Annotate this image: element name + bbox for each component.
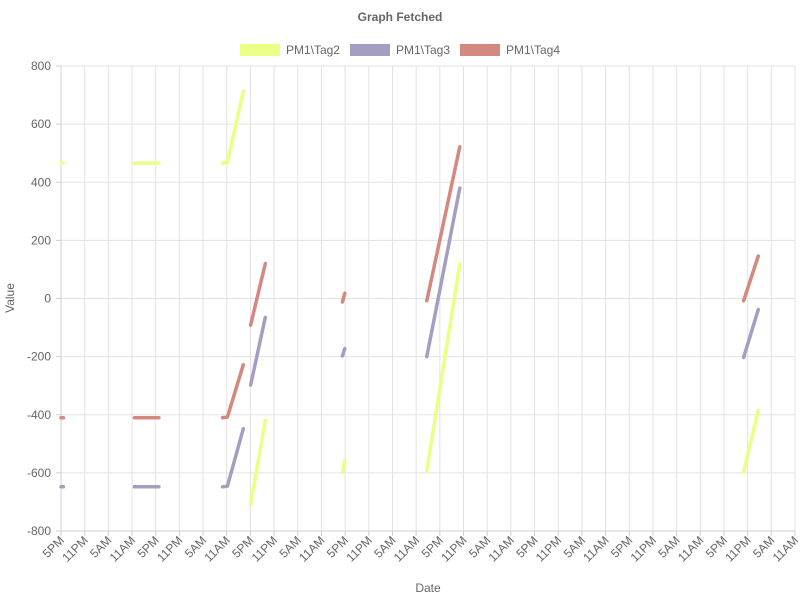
x-tick-label-5: 11PM bbox=[154, 533, 185, 564]
y-tick-label-8: -800 bbox=[27, 524, 51, 538]
series-1-segment-2 bbox=[220, 426, 246, 489]
series-0-segment-6 bbox=[741, 408, 761, 474]
x-axis-ticks: 5PM11PM5AM11AM5PM11PM5AM11AM5PM11PM5AM11… bbox=[40, 531, 800, 565]
legend-item-2[interactable]: PM1\Tag4 bbox=[460, 43, 560, 57]
x-tick-label-13: 11PM bbox=[343, 533, 374, 564]
series-lines bbox=[59, 89, 761, 507]
series-1-segment-4 bbox=[340, 346, 347, 358]
x-tick-label-25: 11PM bbox=[628, 533, 659, 564]
legend-label-2: PM1\Tag4 bbox=[506, 43, 560, 57]
legend-item-0[interactable]: PM1\Tag2 bbox=[239, 43, 340, 57]
legend-label-0: PM1\Tag2 bbox=[286, 43, 340, 57]
x-tick-label-9: 11PM bbox=[249, 533, 280, 564]
y-tick-label-0: 800 bbox=[31, 59, 51, 73]
x-tick-label-21: 11PM bbox=[533, 533, 564, 564]
y-tick-label-2: 400 bbox=[31, 175, 51, 189]
legend-label-1: PM1\Tag3 bbox=[396, 43, 450, 57]
y-tick-label-5: -200 bbox=[27, 350, 51, 364]
x-tick-label-23: 11AM bbox=[580, 533, 611, 564]
series-2-segment-4 bbox=[340, 291, 347, 304]
series-1 bbox=[59, 186, 761, 489]
series-0-segment-5 bbox=[425, 262, 462, 473]
y-tick-label-4: 0 bbox=[44, 292, 51, 306]
x-axis-label: Date bbox=[415, 581, 441, 595]
x-tick-label-15: 11AM bbox=[391, 533, 422, 564]
series-0-segment-3 bbox=[248, 418, 268, 507]
legend-swatch-1 bbox=[349, 44, 390, 56]
series-1-segment-5 bbox=[425, 186, 462, 359]
y-axis-label: Value bbox=[3, 283, 17, 313]
series-0-segment-4 bbox=[340, 458, 347, 475]
x-tick-label-1: 11PM bbox=[59, 533, 90, 564]
series-2-segment-5 bbox=[425, 145, 462, 303]
x-tick-label-3: 11AM bbox=[107, 533, 138, 564]
legend-swatch-2 bbox=[460, 44, 501, 56]
x-tick-label-17: 11PM bbox=[438, 533, 469, 564]
y-tick-label-7: -600 bbox=[27, 466, 51, 480]
y-axis-ticks: 800 600 400 200 0 -200 -400 -600 -800 bbox=[27, 59, 61, 538]
legend: PM1\Tag2 PM1\Tag3 PM1\Tag4 bbox=[239, 43, 560, 57]
series-2-segment-2 bbox=[220, 363, 246, 420]
series-2-segment-3 bbox=[248, 261, 268, 327]
y-tick-label-1: 600 bbox=[31, 117, 51, 131]
series-1-segment-3 bbox=[248, 315, 268, 387]
x-tick-label-29: 11PM bbox=[722, 533, 753, 564]
series-0 bbox=[59, 89, 761, 507]
series-0-segment-2 bbox=[220, 89, 246, 165]
y-tick-label-3: 200 bbox=[31, 233, 51, 247]
legend-swatch-0 bbox=[239, 44, 280, 56]
series-2-segment-6 bbox=[741, 254, 761, 303]
series-1-segment-6 bbox=[741, 307, 761, 360]
series-2 bbox=[59, 145, 761, 420]
legend-item-1[interactable]: PM1\Tag3 bbox=[349, 43, 450, 57]
chart-title: Graph Fetched bbox=[358, 10, 443, 24]
x-tick-label-31: 11AM bbox=[770, 533, 800, 564]
x-tick-label-7: 11AM bbox=[201, 533, 232, 564]
x-tick-label-11: 11AM bbox=[296, 533, 327, 564]
x-tick-label-19: 11AM bbox=[486, 533, 517, 564]
x-tick-label-27: 11AM bbox=[675, 533, 706, 564]
y-tick-label-6: -400 bbox=[27, 408, 51, 422]
